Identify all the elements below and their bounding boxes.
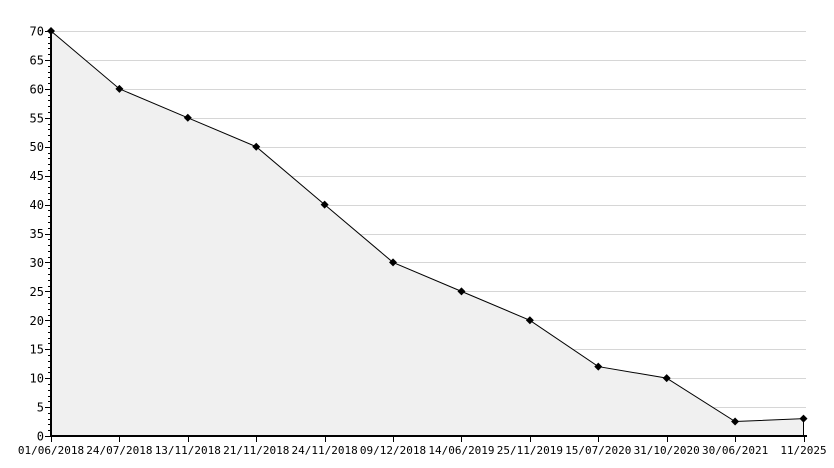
data-point-marker	[320, 200, 329, 209]
y-tick-label: 40	[30, 198, 44, 212]
data-point-marker	[594, 362, 603, 371]
data-point-marker	[457, 287, 466, 296]
y-tick-label: 5	[37, 401, 44, 415]
x-tick-label: 31/10/2020	[634, 444, 700, 457]
x-tick-label: 09/12/2018	[360, 444, 426, 457]
x-tick-label: 24/11/2018	[292, 444, 358, 457]
data-point-marker	[183, 113, 192, 122]
x-tick-label: 14/06/2019	[428, 444, 494, 457]
y-tick-label: 55	[30, 111, 44, 125]
y-tick-label: 70	[30, 25, 44, 39]
data-point-marker	[662, 374, 671, 383]
x-tick-label: 13/11/2018	[155, 444, 221, 457]
x-tick-label: 15/07/2020	[565, 444, 631, 457]
data-point-marker	[525, 316, 534, 325]
data-point-marker	[799, 414, 808, 423]
data-point-marker	[47, 27, 55, 35]
y-tick-label: 35	[30, 227, 44, 241]
y-tick-label: 25	[30, 285, 44, 299]
x-tick-label: 01/06/2018	[18, 444, 84, 457]
x-tick-label: 11/2025	[780, 444, 826, 457]
y-tick-label: 0	[37, 430, 44, 444]
data-point-marker	[252, 142, 261, 151]
y-tick-label: 45	[30, 169, 44, 183]
y-tick-label: 15	[30, 343, 44, 357]
x-tick-label: 24/07/2018	[86, 444, 152, 457]
data-point-marker	[115, 84, 124, 93]
x-tick-label: 25/11/2019	[497, 444, 563, 457]
y-tick-label: 10	[30, 372, 44, 386]
y-tick-label: 30	[30, 256, 44, 270]
x-tick-label: 21/11/2018	[223, 444, 289, 457]
area-fill	[51, 31, 804, 436]
y-tick-label: 20	[30, 314, 44, 328]
x-tick-label: 30/06/2021	[702, 444, 768, 457]
data-point-marker	[389, 258, 398, 267]
y-tick-label: 50	[30, 140, 44, 154]
data-point-marker	[731, 417, 740, 426]
y-tick-label: 65	[30, 53, 44, 67]
y-tick-label: 60	[30, 82, 44, 96]
